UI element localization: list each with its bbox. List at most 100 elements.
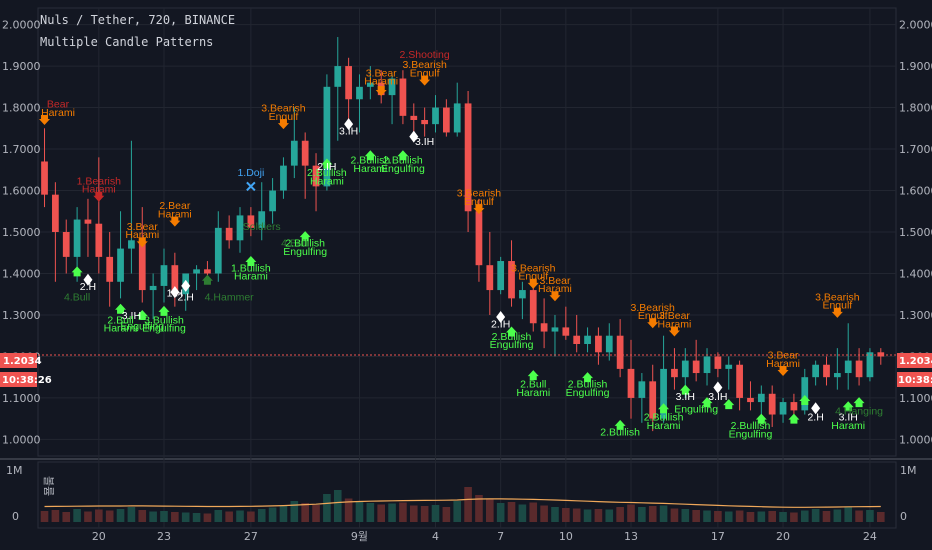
- candle: [280, 157, 287, 199]
- candle-body: [138, 240, 146, 291]
- arrow-up-icon: [701, 397, 713, 408]
- arrow-up-icon: [136, 309, 148, 320]
- volume-bar: [279, 505, 288, 522]
- candle: [432, 95, 439, 133]
- arrow-down-icon: [277, 119, 289, 130]
- candle: [290, 107, 298, 179]
- candle-body: [573, 335, 581, 344]
- volume-bar: [670, 508, 679, 522]
- pattern-label: 3.Bear: [127, 221, 158, 233]
- arrow-down-icon: [831, 307, 843, 318]
- x-tick-label: 7: [497, 530, 504, 543]
- volume-bar: [648, 506, 657, 522]
- volume-pane: [40, 487, 885, 522]
- volume-bar: [811, 509, 820, 522]
- volume-bar: [616, 507, 624, 522]
- pattern-label: Harami: [234, 271, 268, 283]
- candle: [866, 348, 874, 382]
- y-tick-label-right: 1.8000: [899, 102, 932, 115]
- volume-bar: [257, 509, 266, 522]
- arrow-up-icon: [506, 326, 518, 337]
- pattern-label: Harami: [647, 420, 681, 432]
- diamond-icon: [496, 311, 506, 324]
- pattern-label: Engulfing: [120, 320, 164, 332]
- candle-body: [84, 219, 92, 224]
- candle: [768, 385, 776, 427]
- x-tick-label: 13: [624, 530, 638, 543]
- volume-bar: [323, 494, 331, 522]
- candle-body: [595, 335, 602, 353]
- pattern-label: 3.IH: [676, 391, 695, 403]
- candle-body: [236, 215, 244, 241]
- candle: [301, 132, 309, 199]
- candle: [584, 327, 591, 353]
- candle: [877, 348, 885, 365]
- candle-body: [844, 360, 852, 374]
- volume-bar: [62, 512, 71, 522]
- pattern-label: Engulf: [638, 310, 668, 322]
- candle: [823, 356, 830, 386]
- x-tick-label: 4: [432, 530, 439, 543]
- volume-bar: [192, 513, 201, 522]
- pattern-label: 2.Bullish: [568, 379, 608, 391]
- diamond-icon: [409, 130, 419, 143]
- y-tick-label-left: 1.0000: [2, 433, 41, 446]
- candle-body: [225, 227, 233, 241]
- pattern-label: 3.Bear: [540, 275, 571, 287]
- volume-axis-right-zero: 0: [900, 510, 907, 523]
- pattern-label: 4.Bull: [281, 238, 307, 250]
- candle-body: [605, 335, 613, 353]
- arrow-up-icon: [71, 266, 83, 277]
- volume-bar: [105, 510, 114, 522]
- candle-body: [345, 66, 352, 100]
- candle: [703, 348, 711, 386]
- candle: [519, 281, 526, 320]
- candle-body: [714, 356, 722, 369]
- candle-body: [725, 364, 733, 369]
- candle-body: [736, 364, 743, 398]
- candle-body: [95, 223, 103, 257]
- candle-body: [280, 165, 287, 191]
- pattern-label: Engulfing: [283, 246, 327, 258]
- pattern-label: 2.Bull: [520, 379, 546, 391]
- arrow-down-icon: [136, 237, 148, 248]
- y-tick-label-right: 1.0000: [899, 433, 932, 446]
- candle-body: [323, 86, 331, 187]
- candle: [649, 364, 657, 432]
- price-tag-left: 1.2034 10:38:26: [0, 353, 52, 387]
- candle: [801, 368, 809, 415]
- candle-body: [52, 194, 59, 232]
- x-tick-label: 20: [92, 530, 106, 543]
- candle-body: [486, 265, 494, 291]
- candle-body: [757, 393, 765, 403]
- arrow-up-icon: [582, 372, 594, 383]
- candle: [573, 314, 581, 353]
- volume-bar: [844, 507, 853, 522]
- volume-bar: [116, 509, 125, 522]
- arrow-up-icon: [723, 399, 735, 410]
- pattern-label: Harami: [538, 283, 572, 295]
- volume-bar: [866, 510, 874, 522]
- price-tag-right: 1.2034 10:38:26: [897, 353, 932, 387]
- candle: [812, 360, 819, 386]
- pattern-label: Harami: [658, 318, 692, 330]
- pattern-label: Engulf: [464, 196, 494, 208]
- pattern-label: 2.Bullish: [644, 412, 684, 424]
- volume-bar: [366, 503, 375, 522]
- y-tick-label-left: 1.6000: [2, 185, 41, 198]
- price-tag-left-price: 1.2034: [3, 356, 42, 367]
- arrow-down-icon: [473, 204, 485, 215]
- volume-bar: [40, 511, 49, 522]
- volume-bar: [268, 507, 277, 522]
- candles[interactable]: [41, 37, 885, 432]
- candle-body: [768, 393, 776, 415]
- candle-body: [703, 356, 711, 374]
- volume-bar: [583, 509, 592, 522]
- candle: [714, 352, 722, 378]
- candle-body: [106, 256, 114, 282]
- diamond-icon: [713, 381, 723, 394]
- volume-bar: [876, 512, 885, 522]
- candle-body: [551, 327, 559, 332]
- pattern-label: Engulfing: [674, 403, 718, 415]
